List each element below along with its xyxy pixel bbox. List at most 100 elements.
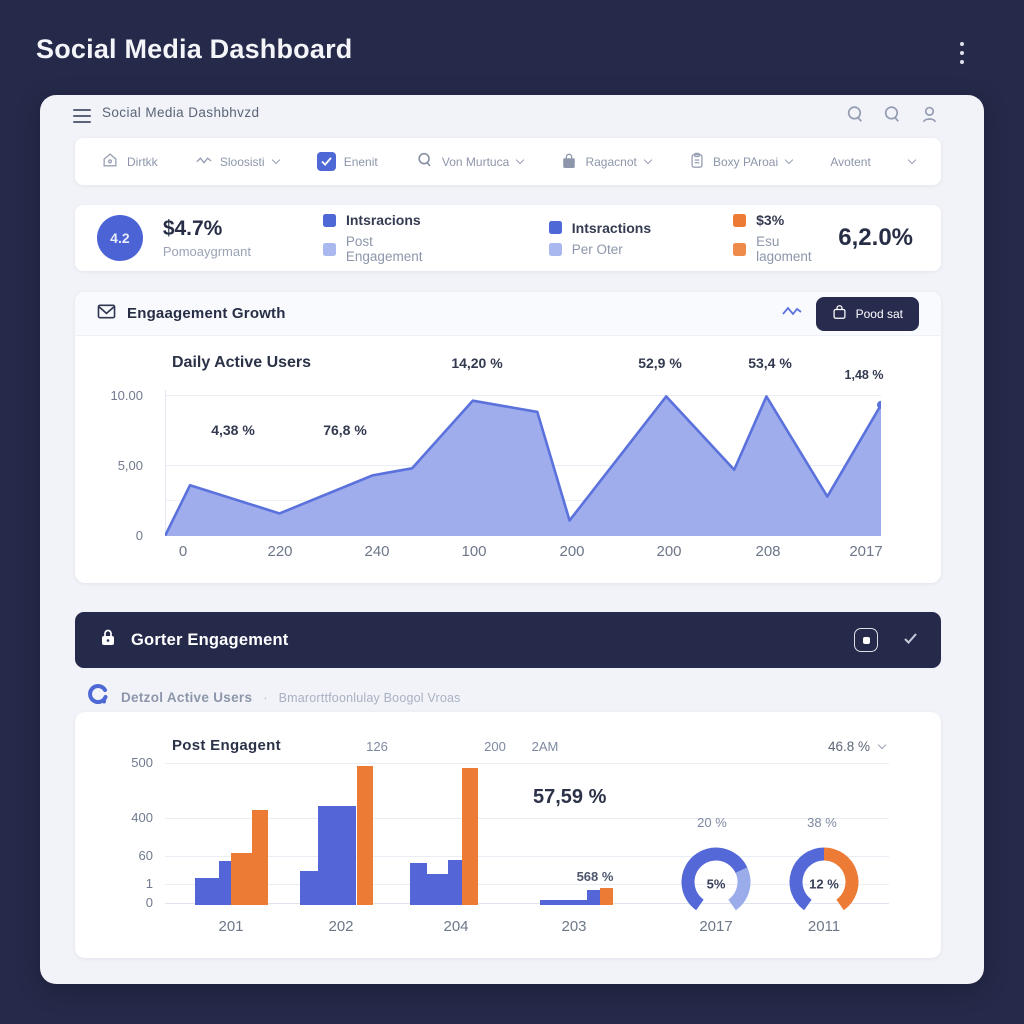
nav-item-ragacnot[interactable]: Ragacnot	[561, 152, 653, 172]
x-tick: 2011	[807, 918, 841, 935]
legend-label: Intsractions	[571, 219, 652, 236]
x-tick: 202	[328, 918, 354, 935]
y-tick: 500	[131, 755, 153, 770]
area-chart-svg	[165, 395, 881, 536]
legend-swatch	[322, 213, 336, 227]
section-title: Engaagement Growth	[127, 305, 286, 322]
chevron-down-icon	[643, 155, 653, 165]
separator: ·	[263, 690, 268, 705]
x-tick: 204	[443, 918, 469, 935]
gorter-engagement-bar: Gorter Engagement	[75, 612, 941, 668]
annotation: 14,20 %	[451, 355, 503, 371]
post-engagement-card: Post Engagent 126 200 2AM 46.8 % 500 400…	[75, 712, 941, 958]
x-tick: 203	[561, 918, 587, 935]
engagement-growth-card: Engaagement Growth Pood sat Daily Active…	[75, 292, 941, 583]
stat-primary-label: Pomoaygrmant	[162, 244, 251, 259]
x-tick: 200	[559, 543, 585, 560]
donut-chart	[681, 847, 751, 911]
x-tick: 0	[178, 543, 188, 560]
chevron-down-icon	[516, 155, 525, 165]
donut-above-label: 20 %	[697, 815, 727, 830]
legend-swatch	[322, 242, 336, 256]
mail-icon	[97, 303, 116, 325]
lock-icon	[99, 628, 117, 652]
search-icon[interactable]	[882, 104, 903, 130]
post-set-button[interactable]: Pood sat	[815, 296, 919, 331]
chart-title: Post Engagent	[172, 737, 281, 754]
clipboard-icon	[689, 152, 705, 172]
y-tick: 400	[131, 810, 153, 825]
source-primary: Detzol Active Users	[121, 690, 253, 705]
top-label: 2AM	[531, 739, 559, 754]
bag-icon	[561, 152, 577, 172]
y-tick: 5,00	[117, 458, 143, 473]
y-tick: 60	[138, 848, 153, 863]
x-tick: 2017	[699, 918, 733, 935]
chevron-down-icon	[271, 155, 280, 165]
legend-swatch	[733, 242, 747, 256]
search-icon[interactable]	[845, 104, 866, 130]
annotation: 52,9 %	[638, 355, 682, 371]
x-tick: 208	[755, 543, 781, 560]
nav-item-sloosisti[interactable]: Sloosisti	[196, 154, 280, 169]
legend-label: Esu lagoment	[756, 234, 812, 264]
percent-dropdown[interactable]: 46.8 %	[828, 739, 887, 754]
x-tick: 200	[656, 543, 682, 560]
chart-title: Daily Active Users	[172, 354, 312, 371]
x-tick: 240	[364, 543, 390, 560]
page-title: Social Media Dashboard	[36, 34, 353, 64]
top-label: 126	[366, 739, 388, 754]
legend-swatch	[548, 242, 562, 256]
area-line	[165, 395, 881, 536]
chevron-down-icon	[784, 155, 794, 165]
nav-item-enenit[interactable]: Enenit	[316, 152, 378, 171]
annotation: 76,8 %	[323, 422, 367, 438]
area-endpoint-dot	[876, 400, 881, 409]
stat-primary-value: $4.7%	[162, 217, 223, 240]
legend-label: Post Engagement	[345, 234, 423, 264]
legend-label: Intsracions	[345, 212, 421, 228]
nav-bar: Dirtkk Sloosisti Enenit Von Murtuca Raga…	[75, 138, 941, 185]
bar-chart-svg	[195, 766, 613, 905]
user-icon[interactable]	[919, 104, 940, 130]
donut-chart	[789, 847, 859, 911]
legend-swatch	[733, 213, 747, 227]
panel-icon[interactable]	[854, 628, 878, 652]
top-label: 200	[484, 739, 506, 754]
kebab-menu-icon[interactable]	[960, 42, 964, 64]
donut-center-value: 5%	[706, 876, 726, 892]
y-tick: 0	[145, 895, 153, 910]
legend-label: $3%	[756, 212, 785, 228]
chevron-down-icon[interactable]	[907, 155, 917, 165]
x-tick: 2017	[849, 543, 883, 560]
x-tick: 100	[461, 543, 487, 560]
dashboard-window: Social Media Dashbhvzd Dirtkk Sloosisti …	[40, 95, 984, 984]
wave-icon	[196, 154, 212, 169]
nav-item-boxy-paroai[interactable]: Boxy PAroai	[689, 152, 794, 172]
y-tick: 1	[145, 876, 153, 891]
annotation: 1,48 %	[844, 368, 884, 382]
x-tick: 201	[218, 918, 244, 935]
home-icon	[101, 151, 119, 172]
bag-icon	[832, 304, 847, 323]
avatar: 4.2	[97, 215, 143, 261]
source-row: Detzol Active Users · Bmarorttfoonlulay …	[88, 684, 461, 711]
nav-item-avotent[interactable]: Avotent	[830, 154, 871, 169]
source-secondary: Bmarorttfoonlulay Boogol Vroas	[278, 690, 461, 705]
check-icon[interactable]	[904, 631, 917, 649]
nav-item-von-murtuca[interactable]: Von Murtuca	[416, 151, 525, 172]
legend-swatch	[548, 221, 562, 234]
hamburger-menu-icon[interactable]	[73, 109, 91, 123]
highlight-value: 57,59 %	[533, 786, 607, 808]
chevron-down-icon	[877, 740, 887, 750]
g-logo-icon	[88, 684, 110, 711]
area-fill	[165, 396, 881, 536]
search-icon	[416, 151, 434, 172]
y-tick: 10.00	[110, 388, 143, 403]
trend-icon[interactable]	[781, 304, 802, 323]
donut-above-label: 38 %	[807, 815, 837, 830]
nav-item-dirtkk[interactable]: Dirtkk	[101, 151, 158, 172]
bar-annotation: 568 %	[576, 869, 614, 884]
stat-big-value: 6,2.0%	[838, 224, 913, 251]
annotation: 4,38 %	[211, 422, 255, 438]
